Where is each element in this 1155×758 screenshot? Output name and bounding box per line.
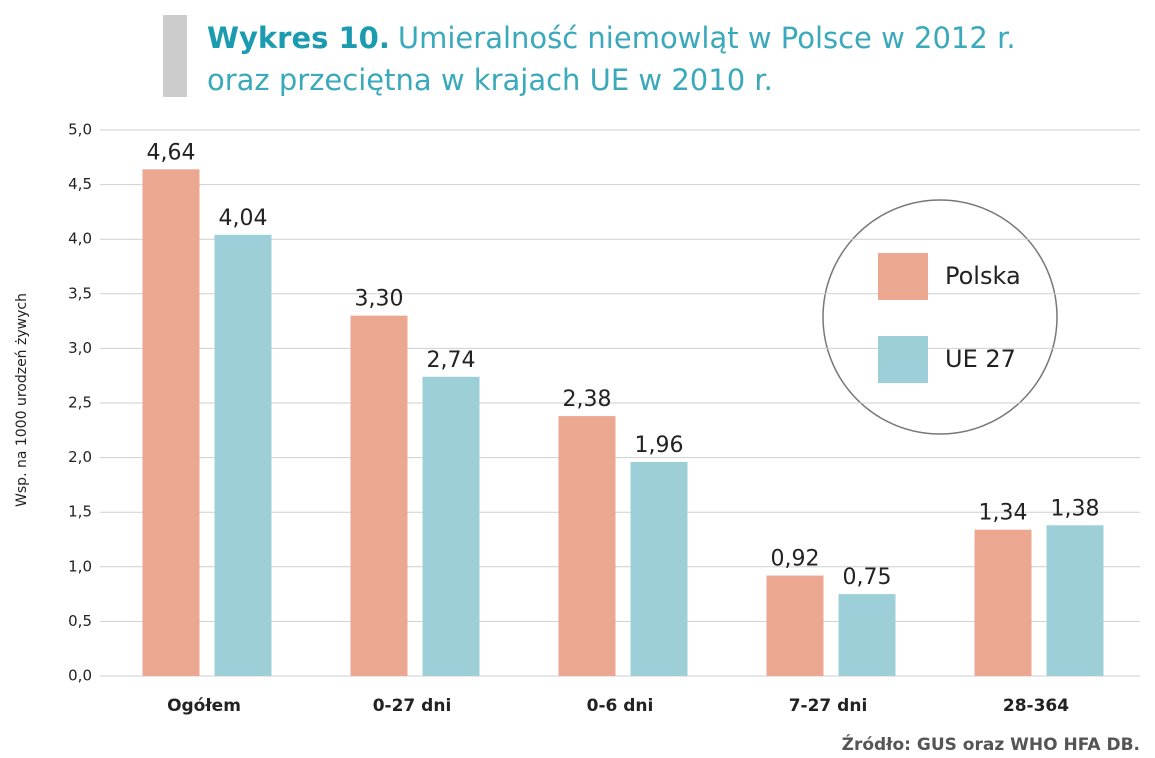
y-tick-label: 4,5 (68, 175, 92, 193)
y-tick-label: 4,0 (68, 230, 92, 248)
title-bar (163, 15, 187, 97)
y-tick-label: 3,0 (68, 339, 92, 357)
y-tick-label: 5,0 (68, 121, 92, 139)
y-axis-label: Wsp. na 1000 urodzeń żywych (14, 293, 30, 507)
title-label: Wykres 10. (207, 21, 390, 55)
bar (766, 575, 824, 676)
value-label: 0,75 (843, 565, 892, 590)
value-label: 2,74 (427, 348, 476, 373)
title-line: Umieralność niemowląt w Polsce w 2012 r. (398, 21, 1016, 55)
legend-frame (822, 199, 1058, 435)
legend-label: UE 27 (945, 345, 1016, 373)
x-tick-label: Ogółem (167, 696, 241, 716)
bar (350, 315, 408, 676)
title-line: oraz przeciętna w krajach UE w 2010 r. (207, 63, 773, 97)
chart-title: Wykres 10. Umieralność niemowląt w Polsce… (207, 21, 1016, 55)
value-label: 3,30 (355, 287, 404, 312)
value-label: 2,38 (563, 387, 612, 412)
bar (422, 376, 480, 676)
source: Źródło: GUS oraz WHO HFA DB. (842, 733, 1140, 755)
legend-label: Polska (945, 262, 1021, 290)
y-tick-label: 2,5 (68, 394, 92, 412)
bar (142, 169, 200, 676)
bar (630, 461, 688, 676)
value-label: 1,34 (979, 501, 1028, 526)
bar (838, 594, 896, 676)
value-label: 0,92 (771, 547, 820, 572)
bar (214, 234, 272, 676)
bar (558, 416, 616, 676)
bar (974, 529, 1032, 676)
x-tick-label: 0-27 dni (373, 696, 452, 716)
value-label: 4,64 (147, 140, 196, 165)
y-tick-label: 1,0 (68, 557, 92, 575)
value-label: 1,96 (635, 433, 684, 458)
x-tick-label: 7-27 dni (789, 696, 868, 716)
y-tick-label: 1,5 (68, 503, 92, 521)
legend-swatch (878, 336, 928, 383)
x-tick-label: 0-6 dni (587, 696, 654, 716)
value-label: 1,38 (1051, 496, 1100, 521)
y-tick-label: 2,0 (68, 448, 92, 466)
value-label: 4,04 (219, 206, 268, 231)
y-tick-label: 3,5 (68, 284, 92, 302)
x-tick-label: 28-364 (1003, 696, 1069, 716)
bar (1046, 525, 1104, 676)
y-tick-label: 0,5 (68, 612, 92, 630)
y-tick-label: 0,0 (68, 667, 92, 685)
legend-swatch (878, 253, 928, 300)
